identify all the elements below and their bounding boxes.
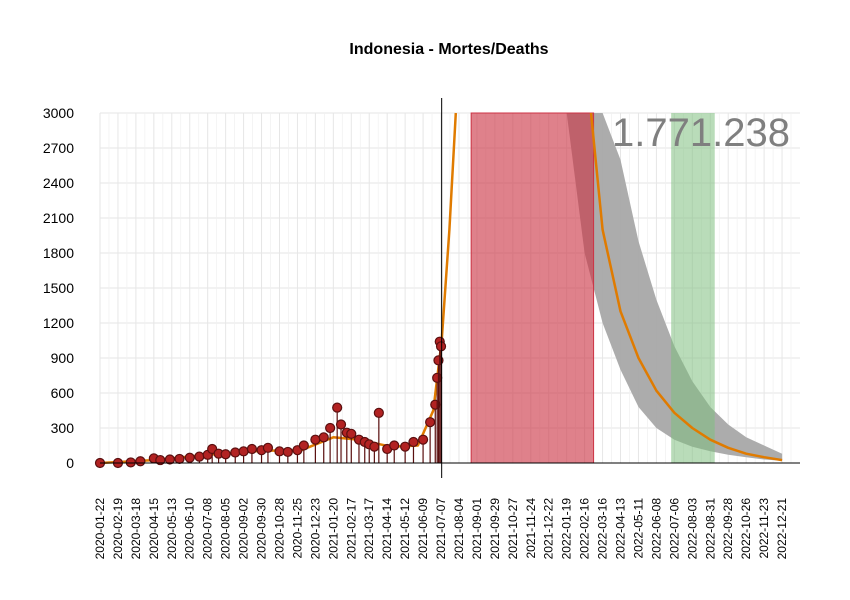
data-point xyxy=(220,449,231,460)
data-point xyxy=(155,454,166,466)
x-tick-label: 2021-04-14 xyxy=(380,498,394,560)
green-band xyxy=(671,113,715,463)
x-tick-labels: 2020-01-22 2020-02-19 2020-03-18 2020-04-15… xyxy=(93,498,789,560)
data-point xyxy=(238,446,249,457)
x-tick-label: 2021-01-20 xyxy=(326,498,340,560)
y-tick-label: 1800 xyxy=(43,245,74,261)
x-tick-label: 2022-12-21 xyxy=(775,498,789,560)
y-tick-label: 2700 xyxy=(43,140,74,156)
shaded-bands xyxy=(470,112,783,464)
x-tick-label: 2022-01-19 xyxy=(560,498,574,560)
x-tick-label: 2021-03-17 xyxy=(362,498,376,560)
x-tick-label: 2022-06-08 xyxy=(649,498,663,560)
x-tick-label: 2020-02-19 xyxy=(111,498,125,560)
x-tick-label: 2020-09-02 xyxy=(237,498,251,560)
x-tick-label: 2021-09-29 xyxy=(488,498,502,560)
y-tick-label: 2400 xyxy=(43,175,74,191)
axes xyxy=(100,98,800,478)
x-tick-label: 2021-08-04 xyxy=(452,498,466,560)
data-point xyxy=(369,441,380,452)
x-tick-label: 2021-06-09 xyxy=(416,498,430,560)
x-tick-label: 2021-05-12 xyxy=(398,498,412,560)
x-tick-label: 2020-03-18 xyxy=(129,498,143,560)
data-point xyxy=(298,440,309,451)
forecast-interval-band xyxy=(566,113,783,461)
x-tick-label: 2021-11-24 xyxy=(524,498,538,559)
x-tick-label: 2021-02-17 xyxy=(344,498,358,560)
data-point xyxy=(389,440,400,451)
y-tick-labels: 0 300 600 900 1200 1500 1800 2100 2400 2700 3000 xyxy=(43,105,74,471)
data-point xyxy=(310,434,321,445)
x-tick-label: 2021-10-27 xyxy=(506,498,520,560)
data-point xyxy=(194,451,205,462)
x-tick-label: 2020-05-13 xyxy=(165,498,179,560)
x-tick-label: 2020-12-23 xyxy=(308,498,322,560)
x-tick-label: 2022-05-11 xyxy=(632,498,646,559)
forecast-line xyxy=(589,112,783,462)
data-point xyxy=(417,434,429,445)
data-point xyxy=(135,456,146,467)
data-point xyxy=(325,422,336,434)
x-tick-label: 2022-02-16 xyxy=(578,498,592,560)
y-tick-label: 900 xyxy=(51,350,75,366)
y-tick-label: 2100 xyxy=(43,210,74,226)
observed-points xyxy=(94,336,447,469)
x-tick-label: 2022-03-16 xyxy=(596,498,610,560)
y-tick-label: 300 xyxy=(51,420,75,436)
x-tick-label: 2020-01-22 xyxy=(93,498,107,560)
x-tick-label: 2021-07-07 xyxy=(434,498,448,560)
x-tick-label: 2020-11-25 xyxy=(290,498,304,559)
x-tick-label: 2020-06-10 xyxy=(183,498,197,560)
data-point xyxy=(274,446,285,457)
x-tick-label: 2020-07-08 xyxy=(201,498,215,560)
x-tick-label: 2021-12-22 xyxy=(542,498,556,560)
data-point xyxy=(230,447,241,458)
data-point xyxy=(346,428,357,439)
data-point xyxy=(435,341,447,352)
x-tick-label: 2020-10-28 xyxy=(273,498,287,560)
total-deaths-annotation: 1.771.238 xyxy=(612,111,790,155)
data-point xyxy=(174,453,185,465)
data-point xyxy=(425,417,436,428)
y-tick-label: 0 xyxy=(66,455,74,471)
x-tick-label: 2022-10-26 xyxy=(739,498,753,560)
y-tick-label: 1200 xyxy=(43,315,74,331)
data-point xyxy=(373,407,384,418)
data-point xyxy=(332,402,343,413)
red-band xyxy=(470,112,595,464)
x-tick-label: 2022-08-03 xyxy=(685,498,699,560)
data-point xyxy=(184,452,195,463)
chart-title: Indonesia - Mortes/Deaths xyxy=(349,41,548,58)
data-point xyxy=(282,446,293,458)
x-tick-label: 2022-09-28 xyxy=(721,498,735,560)
x-tick-label: 2020-04-15 xyxy=(147,498,161,560)
data-point xyxy=(125,457,136,468)
x-tick-label: 2020-08-05 xyxy=(219,498,233,560)
data-point xyxy=(335,419,347,430)
data-point xyxy=(318,432,329,443)
x-tick-label: 2020-09-30 xyxy=(255,498,269,560)
x-tick-label: 2022-08-31 xyxy=(703,498,717,560)
x-tick-label: 2022-07-06 xyxy=(667,498,681,560)
data-point xyxy=(262,442,274,453)
data-point xyxy=(246,443,258,455)
x-tick-label: 2022-11-23 xyxy=(757,498,771,559)
data-point xyxy=(408,436,419,448)
y-tick-label: 1500 xyxy=(43,280,74,296)
y-tick-label: 600 xyxy=(51,385,75,401)
x-tick-label: 2021-09-01 xyxy=(470,498,484,560)
y-tick-label: 3000 xyxy=(43,105,74,121)
data-point xyxy=(164,454,175,465)
data-point xyxy=(400,441,411,452)
x-tick-label: 2022-04-13 xyxy=(614,498,628,560)
